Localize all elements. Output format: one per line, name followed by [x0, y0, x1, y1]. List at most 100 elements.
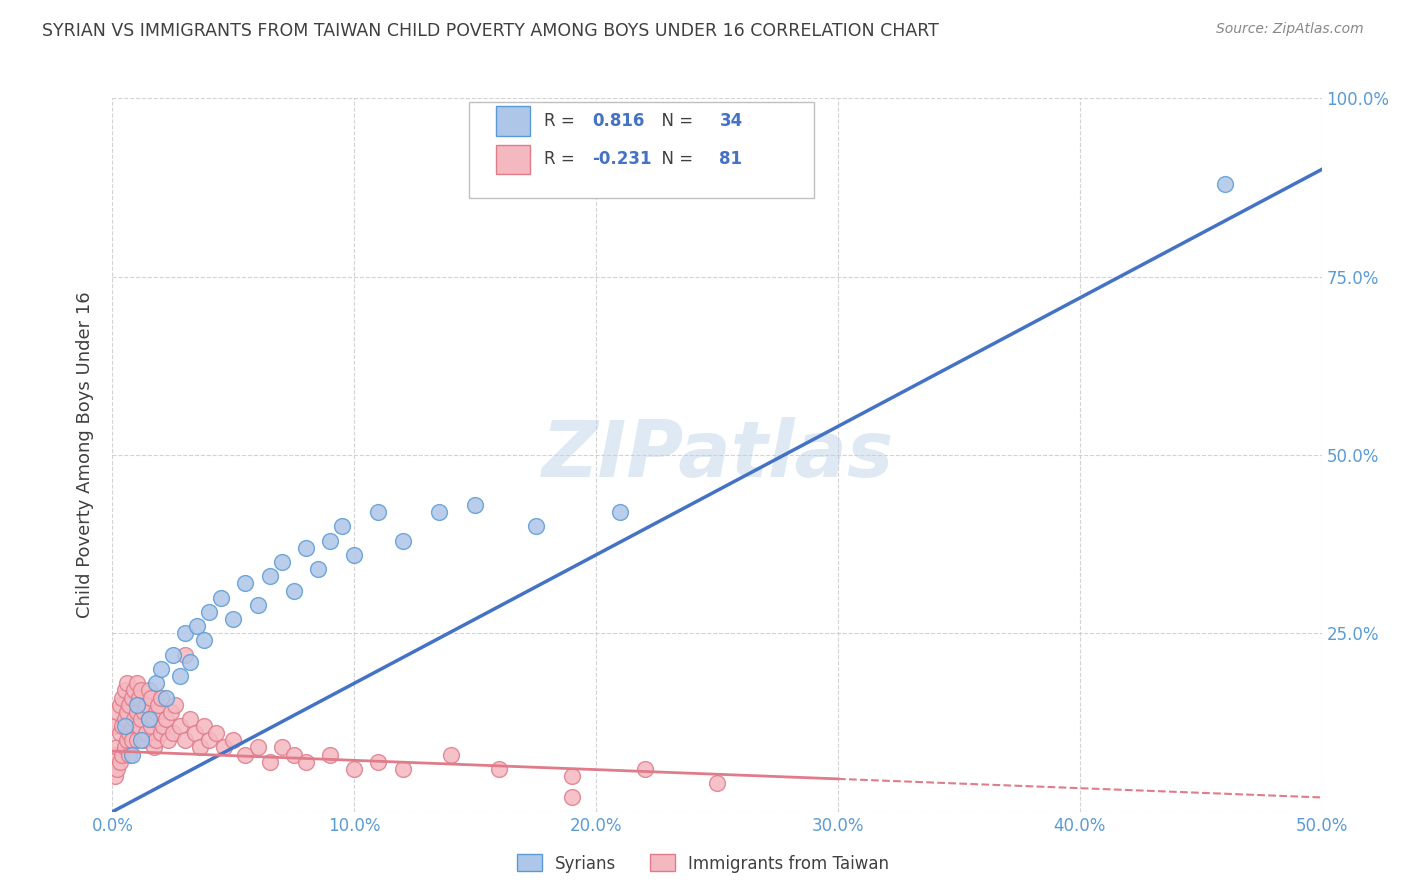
Text: N =: N = [651, 151, 697, 169]
Point [111, 719, 134, 733]
Point [319, 533, 342, 548]
Point [561, 769, 583, 783]
Point [121, 719, 143, 733]
Point [198, 733, 221, 747]
Point [193, 719, 215, 733]
Text: N =: N = [651, 112, 697, 130]
Point [169, 669, 191, 683]
Point [259, 569, 281, 583]
Point [183, 726, 205, 740]
Point [145, 705, 167, 719]
Point [141, 719, 163, 733]
Point [118, 726, 141, 740]
Point [111, 690, 134, 705]
Point [330, 519, 353, 533]
Point [319, 747, 342, 762]
Text: 34: 34 [720, 112, 742, 130]
Point [125, 676, 148, 690]
Text: R =: R = [544, 151, 581, 169]
Point [706, 776, 728, 790]
Point [186, 619, 208, 633]
Point [159, 705, 181, 719]
Point [165, 698, 187, 712]
Point [104, 719, 127, 733]
Text: SYRIAN VS IMMIGRANTS FROM TAIWAN CHILD POVERTY AMONG BOYS UNDER 16 CORRELATION C: SYRIAN VS IMMIGRANTS FROM TAIWAN CHILD P… [42, 22, 939, 40]
Point [155, 690, 177, 705]
Point [121, 733, 143, 747]
Point [343, 762, 366, 776]
Point [524, 519, 547, 533]
Text: -0.231: -0.231 [592, 151, 652, 169]
Point [440, 747, 463, 762]
FancyBboxPatch shape [470, 102, 814, 198]
Point [152, 719, 174, 733]
Point [135, 698, 157, 712]
Text: 0.816: 0.816 [592, 112, 645, 130]
Point [343, 548, 366, 562]
Point [131, 712, 153, 726]
Point [488, 762, 510, 776]
Point [174, 648, 197, 662]
Point [105, 705, 128, 719]
Point [193, 633, 215, 648]
Point [270, 555, 292, 569]
Point [115, 733, 138, 747]
Point [121, 690, 143, 705]
Point [148, 698, 170, 712]
Point [157, 733, 180, 747]
Point [295, 755, 318, 769]
Point [427, 505, 450, 519]
Point [235, 576, 257, 591]
Point [104, 747, 127, 762]
Point [132, 705, 155, 719]
Point [188, 740, 211, 755]
Point [125, 698, 148, 712]
Point [149, 662, 172, 676]
Point [108, 698, 131, 712]
Point [105, 762, 128, 776]
Point [391, 762, 413, 776]
Point [122, 683, 145, 698]
Point [633, 762, 655, 776]
Y-axis label: Child Poverty Among Boys Under 16: Child Poverty Among Boys Under 16 [76, 292, 94, 618]
Text: ZIPatlas: ZIPatlas [541, 417, 893, 493]
Point [118, 698, 141, 712]
Point [142, 740, 165, 755]
Point [142, 712, 165, 726]
Point [128, 690, 150, 705]
Point [138, 712, 160, 726]
Point [179, 712, 201, 726]
Point [391, 533, 413, 548]
Text: Source: ZipAtlas.com: Source: ZipAtlas.com [1216, 22, 1364, 37]
Point [212, 740, 235, 755]
Point [111, 747, 134, 762]
Point [135, 726, 157, 740]
Point [222, 733, 245, 747]
Point [108, 755, 131, 769]
Point [174, 626, 197, 640]
Point [128, 719, 150, 733]
Point [108, 726, 131, 740]
Point [121, 747, 143, 762]
Text: R =: R = [544, 112, 581, 130]
Point [115, 676, 138, 690]
Point [125, 733, 148, 747]
Point [198, 605, 221, 619]
Point [295, 541, 318, 555]
Point [464, 498, 486, 512]
Point [138, 712, 160, 726]
Point [114, 740, 136, 755]
Point [283, 747, 305, 762]
Point [145, 733, 167, 747]
Point [145, 676, 167, 690]
Point [307, 562, 329, 576]
Point [104, 769, 127, 783]
Point [141, 690, 163, 705]
Point [246, 740, 269, 755]
Point [209, 591, 232, 605]
Point [122, 712, 145, 726]
Point [222, 612, 245, 626]
Point [131, 683, 153, 698]
Point [114, 683, 136, 698]
Point [162, 726, 184, 740]
